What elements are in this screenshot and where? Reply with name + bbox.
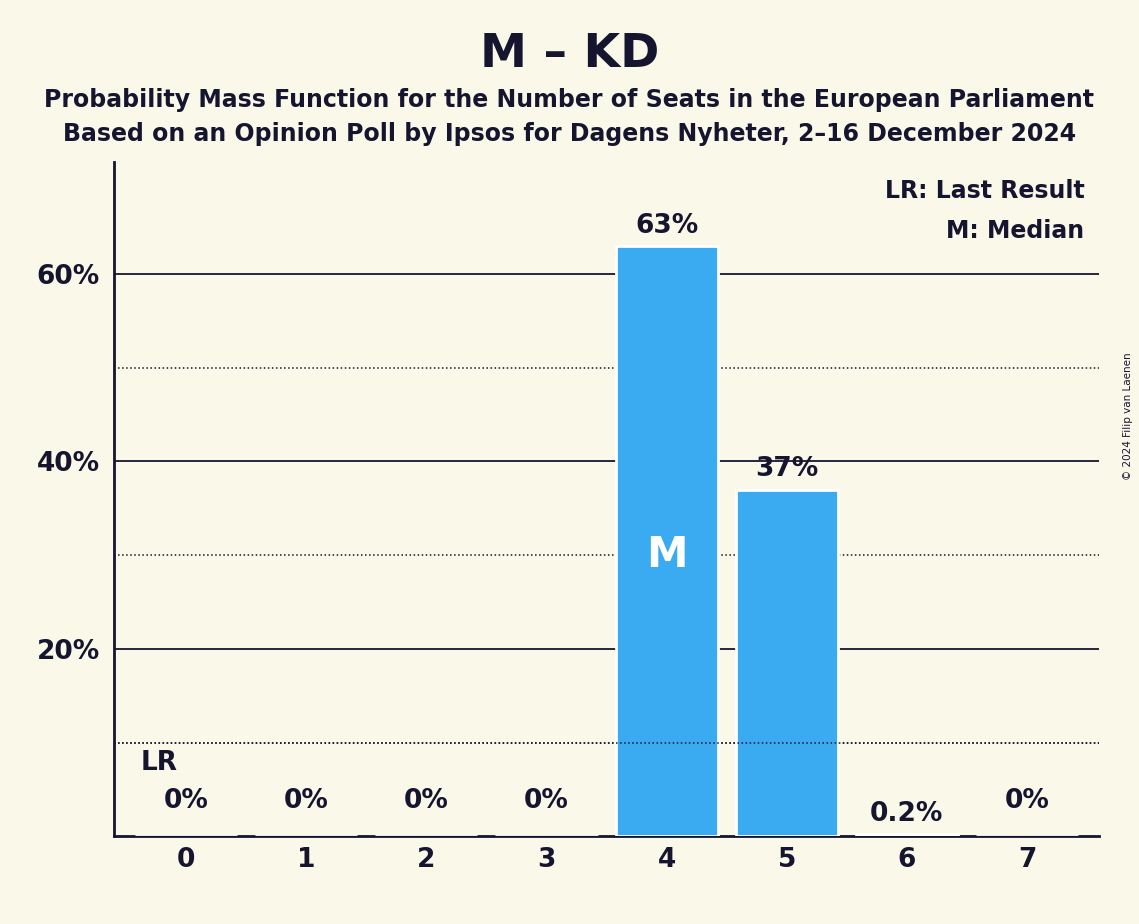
Text: 0%: 0% — [164, 787, 208, 814]
Text: 0.2%: 0.2% — [870, 801, 943, 827]
Text: 0%: 0% — [1005, 787, 1049, 814]
Text: © 2024 Filip van Laenen: © 2024 Filip van Laenen — [1123, 352, 1133, 480]
Bar — [615, 246, 718, 836]
Text: M – KD: M – KD — [480, 32, 659, 78]
Bar — [855, 834, 958, 836]
Text: LR: Last Result: LR: Last Result — [885, 178, 1084, 202]
Text: 0%: 0% — [524, 787, 568, 814]
Text: 63%: 63% — [634, 213, 698, 238]
Text: LR: LR — [140, 750, 178, 776]
Text: 0%: 0% — [284, 787, 328, 814]
Text: 37%: 37% — [755, 456, 818, 482]
Text: Probability Mass Function for the Number of Seats in the European Parliament: Probability Mass Function for the Number… — [44, 88, 1095, 112]
Text: 0%: 0% — [404, 787, 449, 814]
Bar — [736, 490, 838, 836]
Text: Based on an Opinion Poll by Ipsos for Dagens Nyheter, 2–16 December 2024: Based on an Opinion Poll by Ipsos for Da… — [63, 122, 1076, 146]
Text: M: M — [646, 534, 687, 577]
Text: M: Median: M: Median — [947, 219, 1084, 243]
